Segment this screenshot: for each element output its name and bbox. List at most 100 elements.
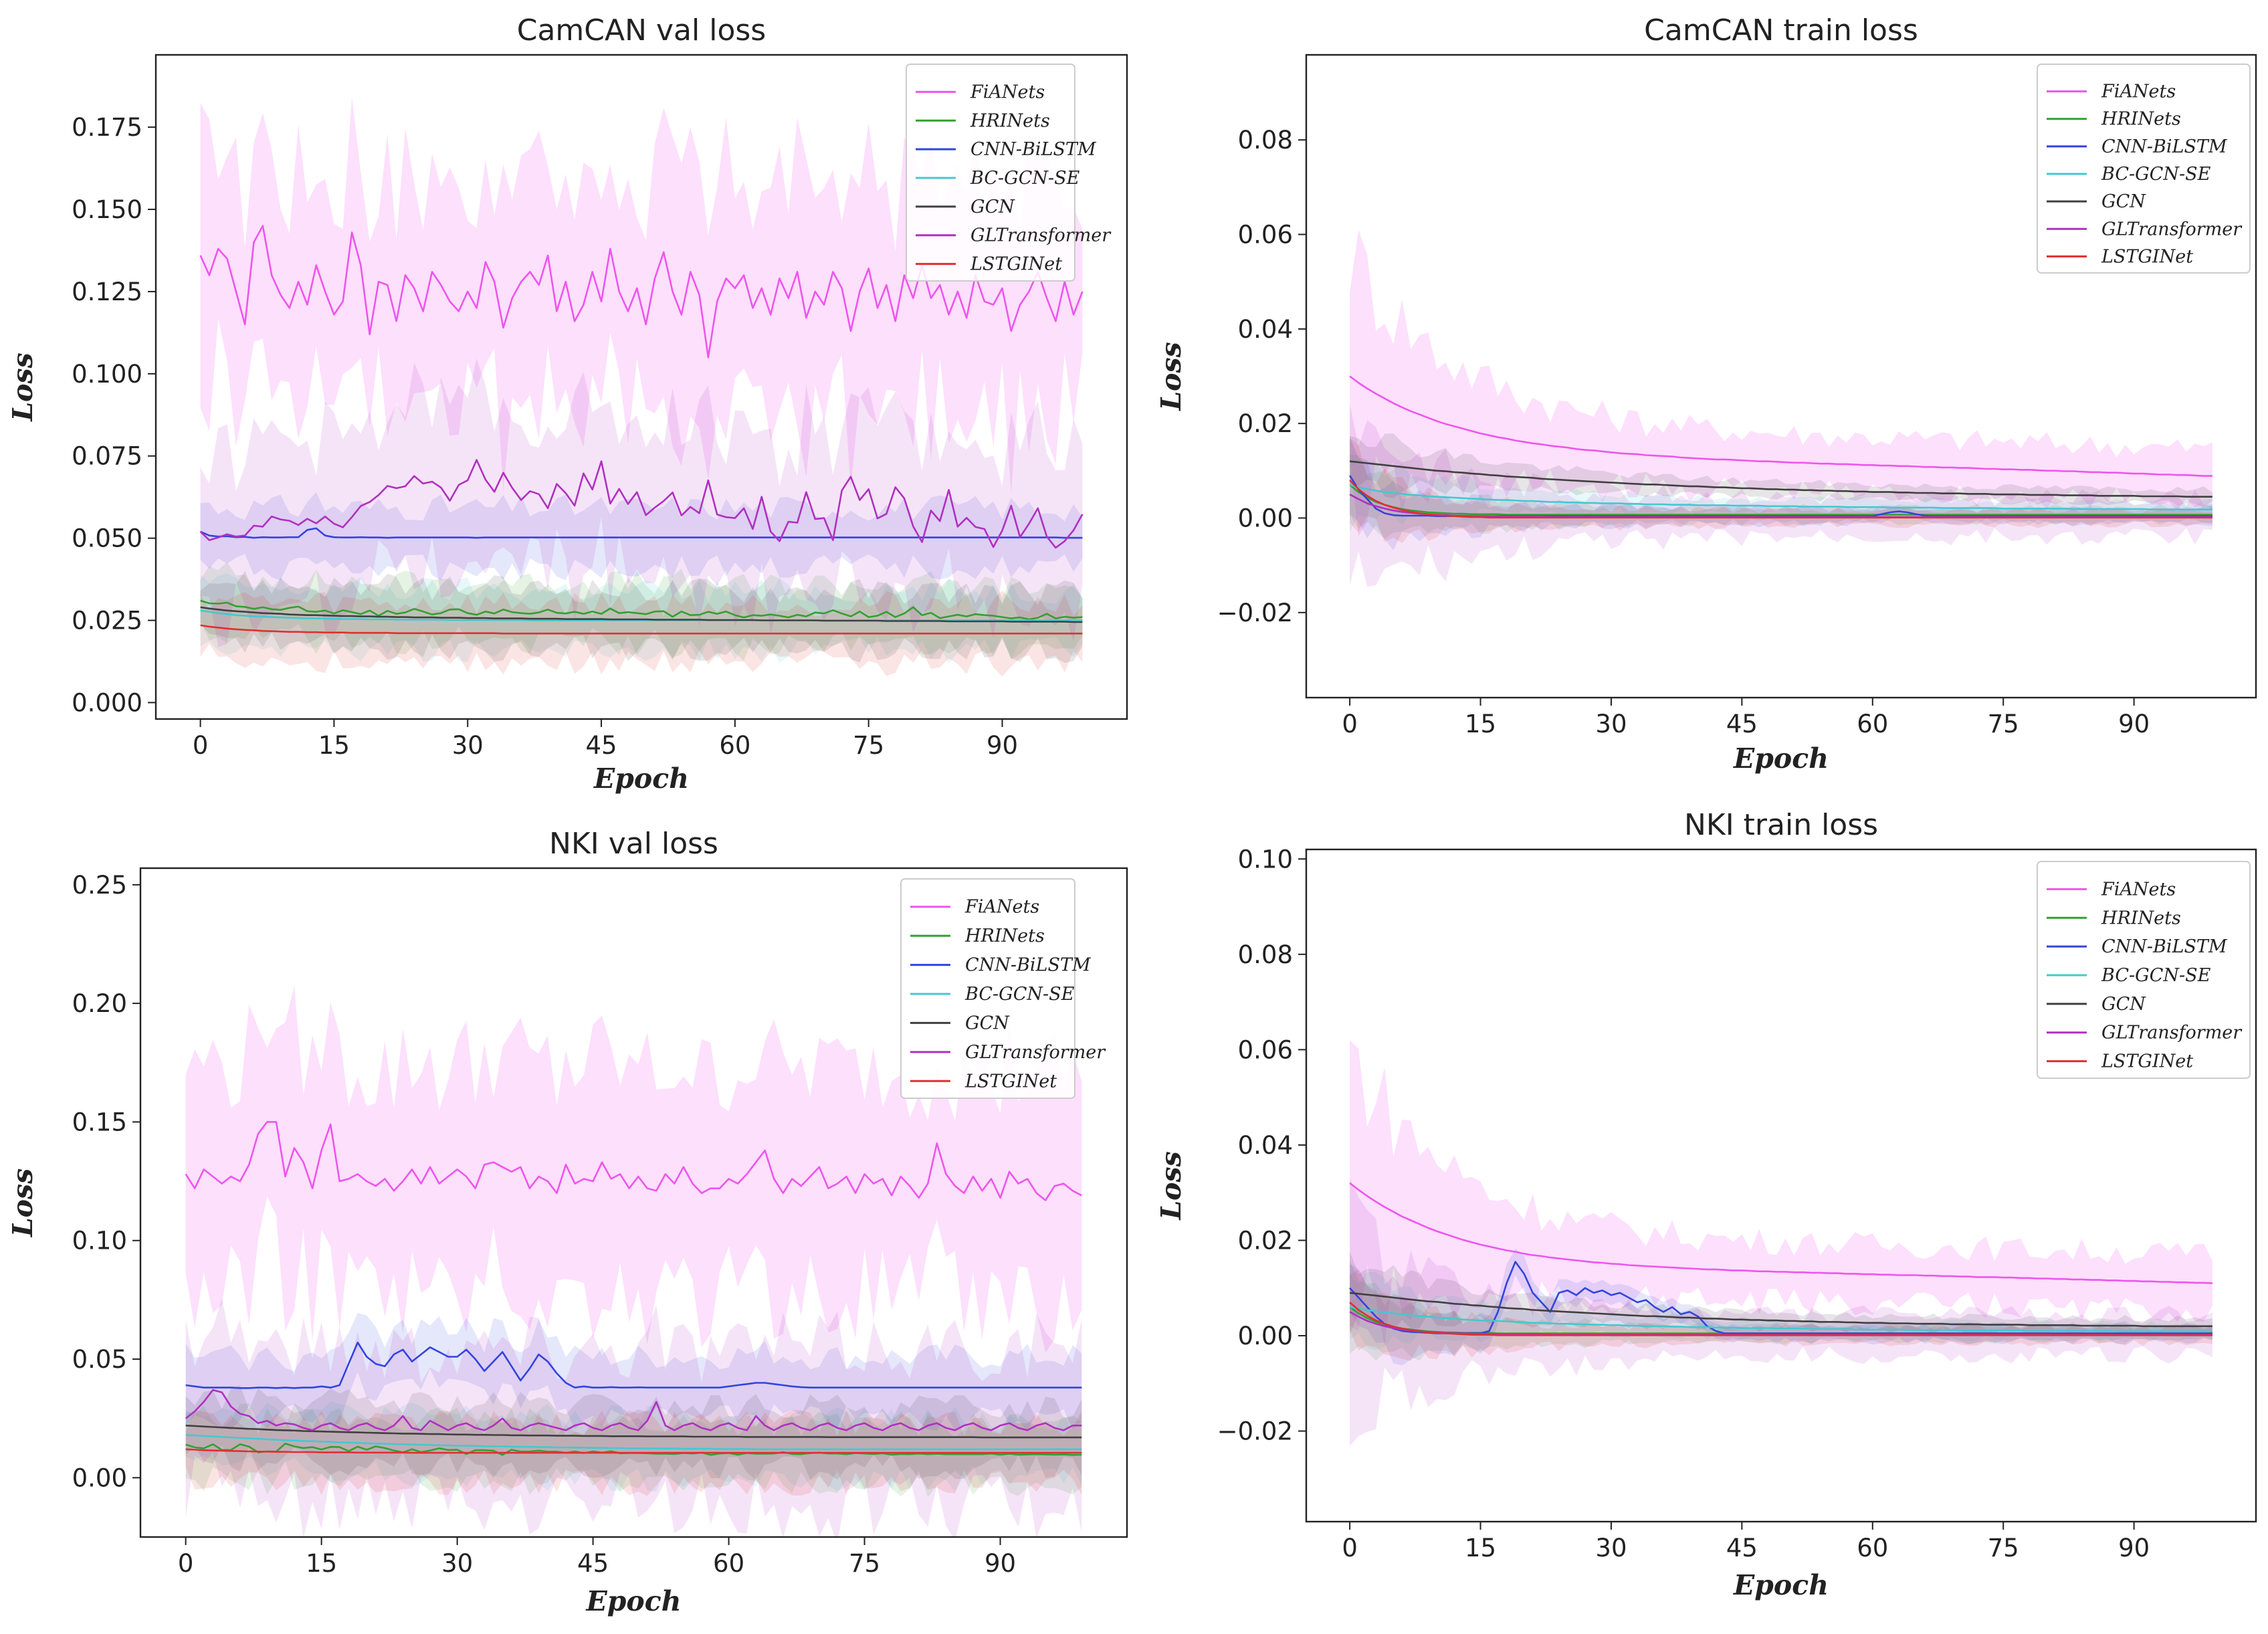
series-line-gcn <box>1349 460 2212 498</box>
series-line-bc-gcn-se <box>1349 484 2212 511</box>
chart-panel-1: 0 15 30 45 60 75 90 −0.02 0.00 0.02 0.04 0.06 0.08 Ca… <box>1155 13 2257 775</box>
band-gcn <box>1350 433 2212 508</box>
legend: FiANets HRINets CNN-BiLSTM BC-GCN-SE GCN GLTr… <box>2037 861 2251 1079</box>
series-line-gltransformer <box>199 459 1084 549</box>
x-tick-label: 75 <box>1988 710 2019 738</box>
band-cnn-bilstm <box>1350 437 2212 550</box>
legend-label-bc-gcn-se: BC-GCN-SE <box>970 168 1080 189</box>
x-tick-label: 75 <box>853 731 884 760</box>
band-gltransformer <box>1350 1178 2212 1446</box>
x-tick-label: 30 <box>441 1549 473 1578</box>
axes-frame <box>1305 848 2257 1523</box>
x-tick-label: 75 <box>849 1549 880 1578</box>
series-line-gcn <box>200 606 1083 623</box>
x-tick-label: 30 <box>1595 710 1627 738</box>
y-tick-label: 0.100 <box>72 360 142 389</box>
x-tick-label: 45 <box>1726 1534 1758 1562</box>
band-cnn-bilstm <box>185 1313 1082 1431</box>
y-tick-label: 0.050 <box>72 524 142 553</box>
x-tick-label: 30 <box>452 731 484 760</box>
legend-label-lstginet: LSTGINet <box>964 1071 1057 1092</box>
legend-label-bc-gcn-se: BC-GCN-SE <box>964 984 1075 1005</box>
x-axis-label: Epoch <box>1733 1569 1829 1601</box>
x-tick-label: 60 <box>713 1549 744 1578</box>
x-tick-label: 45 <box>577 1549 609 1578</box>
y-tick-label: 0.00 <box>72 1463 127 1492</box>
chart-title: CamCAN val loss <box>517 13 766 47</box>
series-line-cnn-bilstm <box>200 527 1083 539</box>
plot-area <box>1348 229 2212 587</box>
x-tick-label: 0 <box>193 731 209 760</box>
series-line-gltransformer <box>185 1389 1082 1431</box>
band-gcn <box>1350 1251 2212 1337</box>
y-tick-label: 0.02 <box>1238 1226 1293 1255</box>
band-fianets <box>1350 229 2212 536</box>
plot-area <box>185 986 1082 1537</box>
legend-label-cnn-bilstm: CNN-BiLSTM <box>2101 136 2228 157</box>
y-tick-label: 0.15 <box>72 1108 127 1136</box>
x-tick-label: 0 <box>1342 710 1358 738</box>
y-tick-label: 0.175 <box>72 113 142 142</box>
x-tick-label: 60 <box>1857 1534 1888 1562</box>
y-tick-label: 0.10 <box>1238 845 1293 874</box>
legend-label-gltransformer: GLTransformer <box>2101 219 2243 239</box>
legend-label-lstginet: LSTGINet <box>970 254 1062 275</box>
legend-label-fianets: FiANets <box>2101 82 2176 102</box>
band-gcn <box>185 1385 1082 1480</box>
y-tick-label: 0.02 <box>1238 409 1293 438</box>
band-fianets <box>200 96 1083 494</box>
y-tick-label: 0.05 <box>72 1345 127 1374</box>
y-tick-label: 0.125 <box>72 278 142 306</box>
y-axis-label: Loss <box>7 352 39 421</box>
legend-box <box>2037 64 2251 274</box>
series-line-fianets <box>1349 375 2212 477</box>
chart-title: NKI val loss <box>549 827 718 861</box>
y-tick-label: 0.08 <box>1238 126 1293 155</box>
y-tick-label: 0.20 <box>72 989 127 1018</box>
y-tick-label: −0.02 <box>1217 1417 1293 1446</box>
legend-label-gcn: GCN <box>2101 191 2146 212</box>
chart-panel-2: 0 15 30 45 60 75 90 0.00 0.05 0.10 0.15 0.20 0.25 NKI… <box>7 827 1128 1617</box>
series-line-fianets <box>199 225 1084 359</box>
band-hrinets <box>185 1403 1082 1498</box>
legend-label-lstginet: LSTGINet <box>2101 246 2193 267</box>
x-tick-label: 0 <box>178 1549 194 1578</box>
x-tick-label: 90 <box>987 731 1018 760</box>
x-tick-label: 0 <box>1342 1534 1358 1562</box>
legend-box <box>906 64 1075 282</box>
series-line-bc-gcn-se <box>185 1434 1082 1451</box>
y-tick-label: −0.02 <box>1217 599 1293 627</box>
x-tick-label: 75 <box>1988 1534 2019 1562</box>
legend-box <box>900 878 1075 1099</box>
legend-label-gltransformer: GLTransformer <box>970 225 1112 246</box>
x-axis-label: Epoch <box>585 1585 681 1617</box>
plot-area <box>1349 1040 2212 1446</box>
x-axis-label: Epoch <box>1733 742 1829 775</box>
y-axis-label: Loss <box>7 1168 39 1237</box>
x-tick-label: 15 <box>1465 1534 1496 1562</box>
legend-label-gcn: GCN <box>965 1013 1010 1033</box>
y-tick-label: 0.25 <box>72 871 127 900</box>
y-axis-label: Loss <box>1155 342 1187 411</box>
x-tick-label: 15 <box>1465 710 1496 738</box>
y-tick-label: 0.04 <box>1238 1131 1293 1160</box>
band-gltransformer <box>1350 404 2212 587</box>
legend: FiANets HRINets CNN-BiLSTM BC-GCN-SE GCN GLTr… <box>2037 64 2251 274</box>
x-tick-label: 90 <box>2118 710 2150 738</box>
x-tick-label: 45 <box>1726 710 1758 738</box>
legend-label-cnn-bilstm: CNN-BiLSTM <box>965 955 1092 976</box>
legend-label-cnn-bilstm: CNN-BiLSTM <box>970 139 1097 160</box>
y-tick-label: 0.10 <box>72 1227 127 1255</box>
x-axis-label: Epoch <box>593 762 689 795</box>
series-line-lstginet <box>200 624 1083 635</box>
legend-label-hrinets: HRINets <box>2101 908 2181 928</box>
legend-label-gltransformer: GLTransformer <box>965 1042 1106 1063</box>
legend: FiANets HRINets CNN-BiLSTM BC-GCN-SE GCN GLTr… <box>900 878 1106 1099</box>
y-tick-label: 0.025 <box>72 607 142 635</box>
y-tick-label: 0.00 <box>1238 504 1293 532</box>
series-line-lstginet <box>1349 480 2212 519</box>
x-tick-label: 90 <box>985 1549 1016 1578</box>
y-axis-label: Loss <box>1155 1151 1187 1220</box>
axes-frame <box>139 867 1128 1538</box>
